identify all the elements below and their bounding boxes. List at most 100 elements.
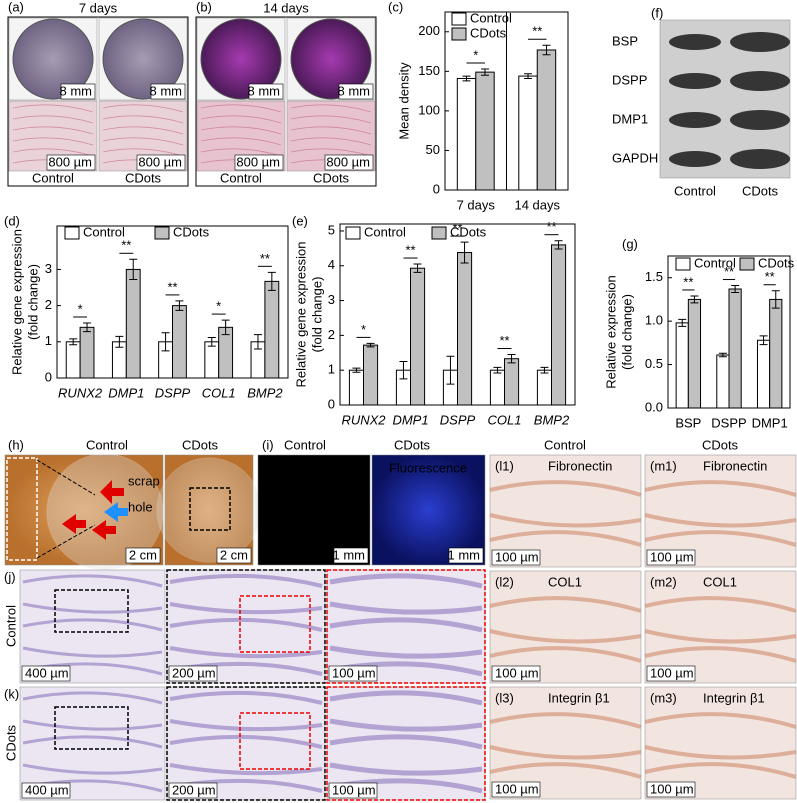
tissue-fold [644, 646, 797, 663]
bar [551, 244, 567, 406]
fiber [290, 104, 372, 113]
y-tick-label: 2 [45, 297, 52, 312]
significance-label: ** [499, 333, 509, 348]
fiber [290, 148, 372, 157]
scale-label: 2 cm [220, 547, 248, 562]
panel-label: (a) [8, 0, 24, 14]
tissue-fold [169, 690, 323, 705]
tissue-fold [22, 574, 163, 588]
tissue-fold [329, 718, 483, 732]
y-tick-label: 200 [418, 23, 440, 38]
photo [164, 454, 254, 566]
plot-frame [339, 223, 576, 406]
scale-label: 200 µm [172, 782, 216, 797]
tissue-fold [22, 691, 163, 705]
zoom-box [189, 487, 231, 531]
y-tick-label: 150 [418, 63, 440, 78]
significance-label: ** [167, 279, 177, 294]
y-axis-label: (fold change) [25, 264, 40, 340]
scale-label: 100 µm [495, 781, 539, 796]
legend-swatch [739, 257, 755, 271]
legend-swatch [675, 257, 691, 271]
bar [716, 354, 730, 409]
group-label: Control [32, 170, 74, 185]
band-label: DSPP [612, 72, 647, 87]
scale-box [338, 83, 374, 100]
error-bar [718, 352, 727, 358]
bar [457, 252, 473, 406]
stain-label: COL1 [703, 574, 737, 589]
arrow [100, 480, 124, 504]
panel-title: 7 days [79, 0, 118, 15]
tissue-fold [644, 530, 797, 547]
scale-box [21, 665, 71, 682]
bar [518, 75, 538, 191]
arrow [104, 502, 128, 522]
tissue-fold [329, 645, 483, 659]
zoom-frame [326, 569, 486, 684]
panel-label: (g) [622, 236, 638, 251]
photo [371, 454, 486, 566]
fiber [102, 115, 184, 124]
blot-band [669, 73, 721, 89]
group-label: CDots [125, 170, 162, 185]
y-tick-label: 1.0 [645, 313, 663, 328]
zoom-lines [36, 459, 96, 559]
zoom-frame [166, 569, 326, 684]
scale-label: 100 µm [495, 665, 539, 680]
photo [489, 570, 642, 684]
band-label: GAPDH [612, 150, 658, 165]
dish [102, 18, 184, 100]
zoom-box [54, 706, 129, 750]
photo [257, 454, 371, 566]
panel-label: (h) [8, 437, 24, 452]
legend-swatch [345, 226, 361, 240]
scale-label: 8 mm [150, 83, 183, 98]
scale-box [328, 782, 378, 799]
bar [504, 358, 520, 406]
y-tick-label: 100 [418, 102, 440, 117]
bar [728, 288, 742, 409]
y-tick-label: 0.0 [645, 399, 663, 414]
tissue-fold [644, 629, 797, 644]
tissue-fold [22, 618, 163, 632]
legend-label: CDots [450, 224, 487, 239]
significance-label: ** [546, 219, 556, 234]
bar [687, 298, 702, 409]
legend-label: CDots [470, 25, 507, 40]
scale-label: 8 mm [60, 83, 93, 98]
fiber [12, 126, 94, 135]
scale-box [125, 547, 161, 564]
legend-label: CDots [173, 224, 210, 239]
panel-title: 14 days [263, 0, 309, 15]
x-tick-label: COL1 [488, 412, 522, 427]
row-label: Control [3, 605, 18, 647]
stain-label: Fibronectin [703, 458, 767, 473]
panel-label: (d) [4, 213, 20, 228]
y-tick-label: 4 [328, 257, 335, 272]
y-tick-label: 0 [328, 396, 335, 411]
tissue-fold [644, 513, 797, 528]
significance-label: ** [121, 238, 131, 253]
fiber [200, 115, 282, 124]
dish [200, 18, 282, 100]
photo [489, 454, 642, 568]
bar [536, 369, 553, 406]
blot-band [730, 110, 790, 130]
tissue-fold [329, 690, 483, 706]
x-tick-label: RUNX2 [58, 385, 103, 400]
column-label: Control [544, 437, 586, 452]
y-tick-label: 2 [328, 327, 335, 342]
error-bar [83, 322, 92, 333]
tissue-fold [169, 617, 323, 632]
panel-label: (e) [292, 213, 308, 228]
legend-swatch [154, 226, 170, 240]
tissue-fold [489, 646, 642, 663]
photo [644, 454, 797, 568]
scale-box [333, 547, 369, 564]
scale-box [46, 154, 96, 171]
scale-label: 400 µm [25, 665, 69, 680]
scale-box [491, 781, 541, 798]
fiber [200, 137, 282, 146]
scale-box [150, 83, 186, 100]
